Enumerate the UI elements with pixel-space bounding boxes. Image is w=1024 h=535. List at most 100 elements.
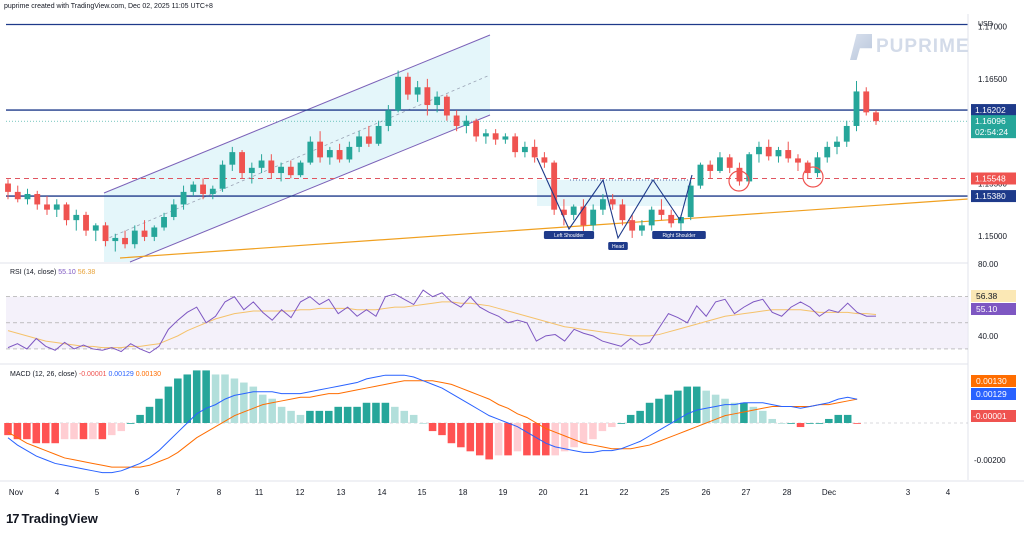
macd-histogram-bar [164, 386, 173, 423]
macd-histogram-bar [542, 423, 550, 456]
macd-histogram-bar [89, 423, 97, 440]
macd-histogram-bar [683, 386, 692, 423]
channel-upper-line [103, 34, 491, 194]
macd-histogram-bar [711, 394, 720, 423]
candle-body [560, 209, 567, 215]
macd-histogram-bar [51, 423, 59, 444]
price-badge: 1.16202 [975, 105, 1006, 115]
candle-body [34, 193, 41, 205]
macd-title: MACD (12, 26, close) -0.00001 0.00129 0.… [10, 371, 161, 378]
candle-body [219, 164, 226, 189]
price-badge: 1.16096 [975, 116, 1006, 126]
support-trendline [119, 198, 969, 259]
x-axis-tick: 8 [217, 488, 222, 497]
macd-histogram-bar [23, 423, 31, 440]
macd-histogram-bar [475, 423, 484, 456]
candle-body [424, 87, 431, 106]
candle-body [385, 110, 392, 126]
rsi-axis-tick: 40.00 [978, 332, 999, 341]
candle-body [287, 166, 294, 176]
head-label: Head [612, 244, 624, 250]
macd-histogram-bar [777, 423, 786, 424]
macd-histogram-bar [155, 398, 163, 423]
price-badge: 1.15548 [975, 173, 1006, 183]
x-axis-tick: 6 [135, 488, 140, 497]
macd-histogram-bar [306, 410, 314, 423]
x-axis-tick: 18 [459, 488, 468, 497]
macd-hist-badge: -0.00001 [973, 411, 1007, 421]
price-axis-tick: 1.15000 [978, 232, 1007, 241]
channel-lower-line [129, 114, 491, 263]
candle-body [258, 160, 265, 168]
price-badge-bg [971, 172, 1016, 185]
price-badge: 1.15380 [975, 191, 1006, 201]
candle-body [785, 150, 792, 159]
candle-body [239, 152, 245, 174]
candle-body [268, 160, 275, 174]
candle-body [463, 120, 470, 126]
macd-axis-tick: -0.00200 [974, 456, 1006, 465]
macd-histogram-bar [485, 423, 493, 460]
rsi-ma-badge: 56.38 [976, 291, 998, 301]
macd-histogram-bar [296, 414, 305, 423]
candle-body [629, 220, 636, 231]
macd-histogram-bar [551, 423, 559, 456]
macd-histogram-bar [287, 410, 295, 423]
macd-histogram-bar [428, 423, 437, 432]
x-axis-tick: 26 [702, 488, 711, 497]
macd-histogram-bar [825, 418, 833, 423]
macd-histogram-bar [702, 390, 710, 423]
candle-body [814, 157, 821, 174]
candle-body [765, 146, 772, 157]
head-label-bg [608, 242, 628, 250]
candle-body [131, 230, 138, 245]
candle-body [151, 227, 158, 237]
candle-body [170, 204, 177, 218]
macd-signal-line [7, 380, 858, 468]
macd-histogram-bar [174, 378, 182, 423]
candle-body [648, 209, 655, 226]
candle-body [473, 120, 480, 137]
macd-histogram-bar [759, 410, 767, 423]
macd-histogram-bar [353, 406, 361, 423]
candle-body [141, 230, 148, 237]
candle-body [229, 152, 236, 165]
macd-histogram-bar [466, 423, 475, 452]
macd-histogram-bar [400, 410, 409, 423]
x-axis-tick: 19 [499, 488, 508, 497]
candle-body [658, 209, 665, 215]
macd-histogram-bar [674, 390, 682, 423]
candle-body [395, 76, 402, 111]
macd-histogram-bar [334, 406, 342, 423]
x-axis-tick: Dec [822, 488, 836, 497]
macd-badge-bg [971, 388, 1016, 400]
macd-histogram-bar [692, 386, 701, 423]
candle-body [297, 162, 304, 176]
x-axis-tick: 28 [783, 488, 792, 497]
macd-histogram-bar [806, 423, 814, 424]
candle-body [307, 141, 314, 163]
macd-histogram-bar [381, 402, 390, 423]
candle-body [482, 133, 489, 137]
x-axis-tick: 11 [255, 488, 264, 497]
candle-body [717, 157, 723, 171]
macd-histogram-bar [598, 423, 607, 432]
macd-histogram-bar [589, 423, 597, 440]
candle-body [24, 193, 31, 200]
candle-body [326, 150, 333, 158]
macd-histogram-bar [532, 423, 541, 456]
candle-body [443, 96, 450, 116]
macd-histogram-bar [240, 382, 248, 423]
macd-histogram-bar [230, 378, 239, 423]
candle-body [736, 167, 743, 182]
macd-histogram-bar [183, 374, 192, 423]
macd-signal-badge-bg [971, 375, 1016, 387]
macd-histogram-bar [494, 423, 503, 456]
candle-body [707, 164, 714, 171]
rsi-badge-bg [971, 303, 1016, 315]
macd-signal-badge: 0.00130 [976, 376, 1007, 386]
macd-histogram-bar [626, 414, 635, 423]
price-badge-bg [971, 126, 1016, 139]
candle-body [14, 191, 21, 200]
tradingview-logo[interactable]: 17 TradingView [6, 511, 98, 526]
